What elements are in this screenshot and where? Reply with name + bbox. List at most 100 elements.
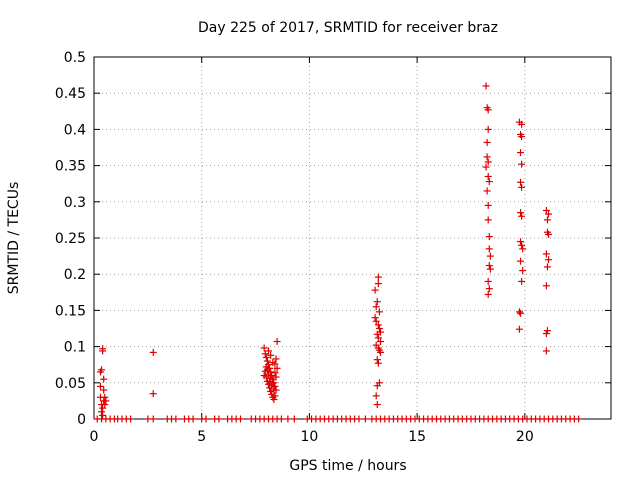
data-point: [101, 401, 109, 409]
data-point: [290, 415, 298, 423]
data-point: [518, 241, 526, 249]
data-point: [518, 212, 526, 220]
y-tick-label: 0.4: [64, 122, 86, 138]
data-point: [266, 377, 274, 385]
data-point: [485, 233, 493, 241]
data-point: [372, 392, 380, 400]
x-tick-label: 0: [90, 429, 99, 445]
axis-ticks: [93, 56, 611, 420]
data-point: [149, 390, 157, 398]
data-point: [377, 338, 385, 346]
data-point: [485, 285, 493, 293]
y-axis-label: SRMTID / TECUs: [6, 182, 22, 295]
data-point: [101, 393, 109, 401]
data-point: [517, 209, 525, 217]
data-point: [127, 415, 135, 423]
data-point: [482, 82, 490, 90]
data-point: [517, 257, 525, 265]
data-point: [542, 282, 550, 290]
data-point: [102, 397, 110, 405]
data-point: [486, 265, 494, 273]
data-point: [542, 347, 550, 355]
data-point: [374, 334, 382, 342]
data-point: [99, 411, 107, 419]
data-point: [375, 325, 383, 332]
data-point: [484, 172, 492, 180]
data-point: [272, 355, 280, 363]
data-point: [100, 386, 108, 394]
data-point: [374, 321, 382, 329]
grid-lines: [94, 57, 611, 419]
x-tick-label: 5: [197, 429, 206, 445]
data-point: [355, 415, 363, 423]
data-point: [483, 153, 491, 161]
data-point: [518, 160, 526, 168]
data-points: [93, 82, 583, 423]
data-point: [515, 308, 523, 316]
data-point: [484, 290, 492, 298]
data-point: [484, 125, 492, 133]
data-point: [267, 351, 275, 359]
data-point: [484, 201, 492, 209]
data-point: [149, 415, 157, 423]
data-point: [100, 375, 108, 383]
data-point: [98, 366, 106, 374]
data-point: [99, 347, 107, 355]
data-point: [372, 303, 380, 311]
data-point: [518, 277, 526, 285]
x-tick-label: 15: [408, 429, 426, 445]
data-point: [273, 364, 281, 372]
data-point: [373, 298, 381, 306]
data-point: [484, 158, 492, 166]
data-point: [542, 250, 550, 258]
data-point: [371, 286, 379, 294]
y-tick-label: 0.05: [55, 376, 86, 392]
y-tick-label: 0.45: [55, 86, 86, 102]
x-tick-label: 10: [301, 429, 319, 445]
data-point: [483, 187, 491, 195]
data-point: [484, 216, 492, 224]
y-tick-label: 0.2: [64, 267, 86, 283]
data-point: [575, 415, 583, 423]
data-point: [271, 382, 279, 390]
data-point: [517, 309, 525, 317]
y-tick-label: 0.5: [64, 50, 86, 66]
data-point: [373, 401, 381, 409]
data-point: [268, 382, 276, 390]
data-point: [215, 415, 223, 423]
data-point: [545, 256, 553, 264]
data-point: [518, 120, 526, 128]
data-point: [484, 106, 492, 114]
data-point: [486, 252, 494, 260]
data-point: [377, 348, 385, 356]
data-point: [485, 178, 493, 186]
data-point: [515, 325, 523, 333]
data-point: [485, 262, 493, 270]
data-point: [518, 183, 526, 191]
y-tick-label: 0: [77, 412, 86, 428]
data-point: [517, 178, 525, 186]
data-point: [517, 238, 525, 246]
data-point: [271, 392, 279, 400]
data-point: [99, 404, 107, 412]
data-point: [375, 308, 383, 316]
data-point: [270, 395, 278, 403]
data-point: [374, 273, 382, 281]
x-tick-labels: 0 5 10 15 20: [90, 429, 534, 445]
y-tick-label: 0.25: [55, 231, 86, 247]
data-point: [542, 330, 550, 338]
y-tick-label: 0.3: [64, 195, 86, 211]
data-point: [98, 408, 106, 416]
data-point: [272, 373, 280, 381]
data-point: [284, 415, 292, 423]
data-point: [263, 357, 271, 365]
data-point: [518, 133, 526, 141]
data-point: [542, 206, 550, 214]
y-tick-label: 0.1: [64, 340, 86, 356]
data-point: [519, 267, 527, 275]
data-point: [361, 415, 369, 423]
data-point: [269, 359, 277, 367]
data-point: [260, 372, 268, 380]
data-point: [371, 314, 379, 322]
